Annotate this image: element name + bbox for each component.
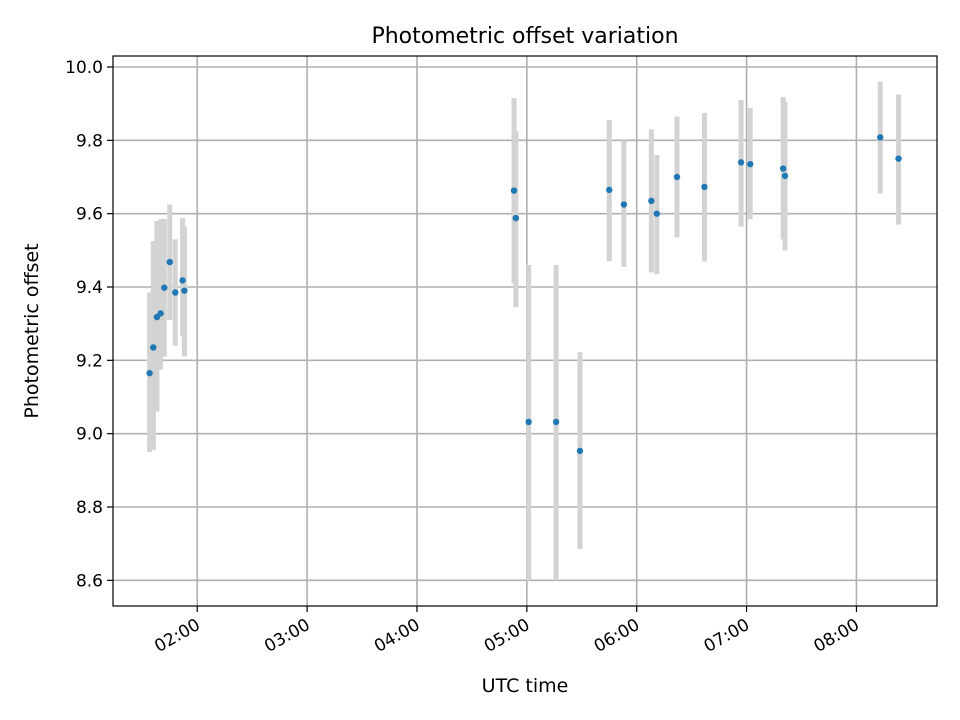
y-tick-label: 9.0 [76,425,103,445]
data-point [701,183,708,191]
grid-layer [113,56,937,606]
y-tick-label: 8.6 [76,571,103,591]
data-point [157,310,164,317]
data-point [166,258,173,266]
data-point [877,134,884,141]
y-tick-label: 9.2 [76,351,103,371]
y-tick-label: 9.6 [76,205,103,225]
data-point [179,277,186,284]
data-point [510,187,518,194]
x-axis-label: UTC time [482,675,569,697]
data-point [146,369,153,377]
y-tick-label: 9.8 [76,131,103,151]
plot-frame [112,55,938,607]
data-point [576,447,584,455]
data-point [737,159,745,166]
data-point [895,155,902,162]
data-point [779,165,787,172]
data-point [747,160,754,168]
data-point [161,284,168,291]
chart-title: Photometric offset variation [371,24,678,49]
data-point [781,172,789,180]
data-point [512,214,520,222]
data-point [552,418,560,426]
data-point [673,173,681,181]
data-point [172,289,179,296]
data-point [648,197,655,205]
y-tick-label: 9.4 [76,278,103,298]
data-point [653,210,661,217]
data-point [181,287,188,294]
y-tick-label: 10.0 [65,58,103,78]
point-layer [146,134,902,455]
data-point [620,201,628,208]
data-point [150,344,157,351]
data-point [606,186,613,194]
data-point [525,418,532,426]
y-tick-label: 8.8 [76,498,103,518]
y-axis-label: Photometric offset [21,243,43,418]
